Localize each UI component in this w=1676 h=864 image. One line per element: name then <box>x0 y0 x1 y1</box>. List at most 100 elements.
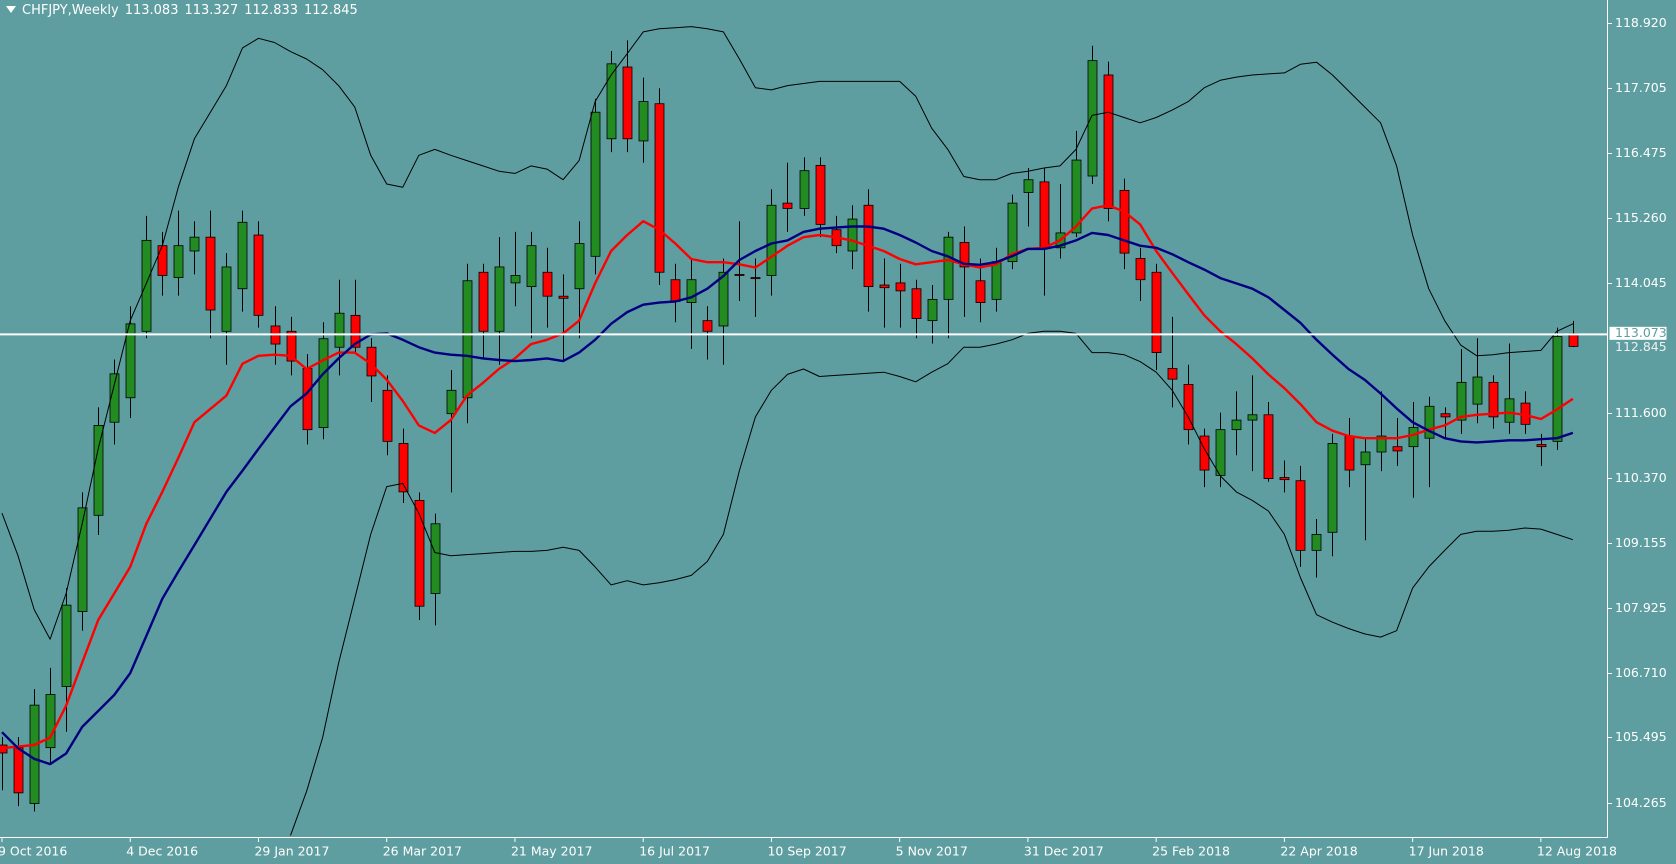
candle-body <box>799 170 810 209</box>
y-tick-label: 106.710 <box>1615 665 1667 680</box>
candle-body <box>1552 336 1563 442</box>
candle-body <box>221 266 232 332</box>
candle-body <box>542 271 553 297</box>
indicator-line <box>1 26 1574 640</box>
candle-body <box>991 261 1002 300</box>
candle-body <box>189 236 200 252</box>
y-tick-label: 118.920 <box>1615 15 1667 30</box>
y-tick-label: 107.925 <box>1615 600 1667 615</box>
candle-body <box>895 282 906 292</box>
candle-body <box>975 280 986 303</box>
last-price-box <box>1609 339 1667 354</box>
candle-body <box>510 275 521 284</box>
candle-body <box>1344 435 1355 471</box>
symbol-title: CHFJPY,Weekly <box>22 3 119 18</box>
candle-body <box>959 242 970 268</box>
candle-body <box>1263 414 1274 479</box>
candle-body <box>670 279 681 302</box>
candle-body <box>1007 202 1018 263</box>
candle-body <box>734 273 745 276</box>
candle-body <box>302 368 313 431</box>
candle-body <box>943 236 954 300</box>
candle-body <box>398 443 409 493</box>
y-tick-label: 110.370 <box>1615 470 1667 485</box>
candle-body <box>1311 534 1322 551</box>
candle-body <box>1392 446 1403 452</box>
candle-body <box>446 389 457 415</box>
candle-body <box>205 236 216 311</box>
candle-body <box>13 747 24 794</box>
y-tick-label: 114.045 <box>1615 275 1667 290</box>
candle-body <box>1279 477 1290 481</box>
hline-price-label: 113.073 <box>1615 325 1667 340</box>
candle-body <box>1327 443 1338 533</box>
x-tick-label: 29 Jan 2017 <box>254 844 329 859</box>
last-price-label: 112.845 <box>1615 339 1667 354</box>
candle-body <box>286 330 297 362</box>
last-high: 113.327 <box>184 3 239 18</box>
candle-body <box>847 218 858 252</box>
x-tick-label: 31 Dec 2017 <box>1024 844 1104 859</box>
candle-body <box>1183 384 1194 431</box>
candle-body <box>93 425 104 516</box>
candle-body <box>414 499 425 607</box>
candle-body <box>29 704 40 804</box>
candle-body <box>1424 405 1435 439</box>
x-tick-label: 25 Feb 2018 <box>1152 844 1230 859</box>
candle-body <box>1135 258 1146 281</box>
candle-body <box>1039 181 1050 249</box>
candle-body <box>253 234 264 316</box>
x-tick-label: 22 Apr 2018 <box>1280 844 1357 859</box>
x-tick-label: 5 Nov 2017 <box>896 844 968 859</box>
candle-body <box>1568 333 1579 347</box>
candle-body <box>334 312 345 348</box>
candle-body <box>318 338 329 428</box>
candle-body <box>1119 189 1130 254</box>
x-tick-label: 12 Aug 2018 <box>1537 844 1617 859</box>
x-tick-label: 9 Oct 2016 <box>0 844 67 859</box>
candle-body <box>141 239 152 332</box>
candle-body <box>1199 435 1210 471</box>
candle-body <box>109 373 120 423</box>
candle-body <box>77 507 88 612</box>
candle-body <box>1295 480 1306 551</box>
x-tick-label: 17 Jun 2018 <box>1409 844 1484 859</box>
candle-body <box>382 389 393 442</box>
candle-body <box>782 202 793 209</box>
x-tick-label: 4 Dec 2016 <box>126 844 198 859</box>
candle-body <box>1408 427 1419 448</box>
candle-body <box>1360 451 1371 466</box>
candle-body <box>526 245 537 288</box>
candle-body <box>686 279 697 303</box>
candle-body <box>237 221 248 290</box>
chart-header: CHFJPY,Weekly 113.083 113.327 112.833 112.84… <box>6 3 364 18</box>
y-tick-label: 117.705 <box>1615 80 1667 95</box>
candle-body <box>1247 414 1258 421</box>
last-low: 112.833 <box>244 3 299 18</box>
candle-body <box>478 271 489 332</box>
candle-body <box>61 604 72 687</box>
candle-body <box>1440 413 1451 418</box>
candle-body <box>1536 444 1547 448</box>
candle-body <box>1215 429 1226 476</box>
candle-body <box>718 271 729 327</box>
x-tick-label: 26 Mar 2017 <box>383 844 462 859</box>
y-tick-label: 115.260 <box>1615 210 1667 225</box>
candle-body <box>1167 368 1178 380</box>
candle-body <box>125 323 136 399</box>
candle-body <box>1376 435 1387 453</box>
x-tick-label: 21 May 2017 <box>511 844 593 859</box>
candle-body <box>879 284 890 289</box>
candle-body <box>350 314 361 348</box>
candle-body <box>638 101 649 142</box>
candle-body <box>1071 159 1082 234</box>
candle-body <box>1103 74 1114 209</box>
menu-triangle[interactable] <box>6 6 16 13</box>
candle-body <box>766 204 777 276</box>
candle-body <box>1456 381 1467 421</box>
candle-body <box>1151 271 1162 353</box>
candle-body <box>558 295 569 299</box>
